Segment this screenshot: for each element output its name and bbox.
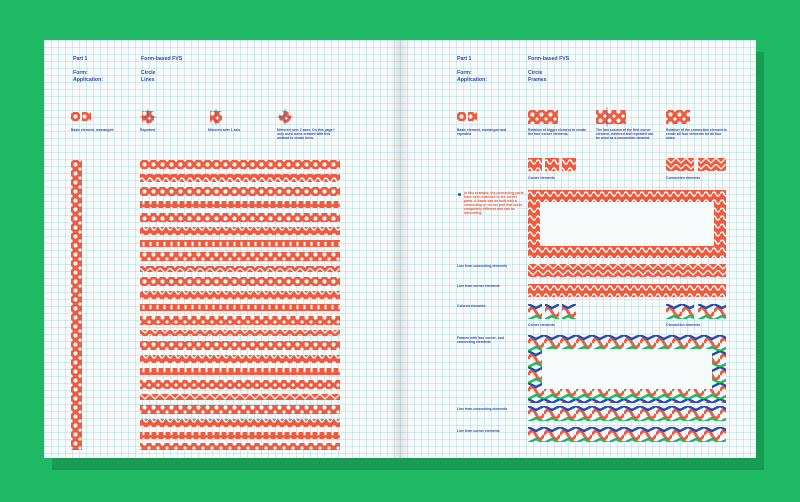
left-caption-3: Mirrored over 1 axis (208, 128, 241, 132)
multicolor-frame (528, 335, 726, 403)
left-caption-4: Mirrored over 2 axes. On this page I onl… (277, 128, 335, 140)
line-connecting-label: Line from connecting elements (457, 264, 508, 268)
colored-line-connecting (528, 406, 726, 421)
rotation-icon (528, 110, 558, 124)
right-caption-1: Basic element, rearranged and repeated (457, 128, 507, 136)
right-part: Part 1 (457, 56, 472, 62)
left-caption-2: Repeated (140, 128, 156, 132)
connection-rotation-icon (666, 110, 690, 124)
colored-corner-swatches (528, 304, 576, 319)
connection-elements-label-2: Connection elements (666, 323, 701, 327)
left-form-value: Circle (141, 70, 156, 76)
open-book: Part 1 Form-based FVS Form: Circle Appli… (44, 40, 756, 458)
colored-connection-swatches (666, 304, 726, 319)
mirrored-1-axis-icon (210, 109, 222, 125)
colored-elements-label: Colored elements (457, 304, 486, 308)
left-application-label: Application: (73, 77, 103, 83)
basic-element-icon (71, 112, 91, 121)
left-application-value: Lines (141, 77, 155, 83)
repeated-icon (140, 109, 156, 125)
last-column-icon (596, 107, 626, 127)
connection-elements-swatches (666, 158, 726, 171)
orange-frame (528, 190, 726, 258)
right-form-label: Form: (457, 70, 472, 76)
corner-elements-swatches (528, 158, 576, 171)
left-title: Form-based FVS (141, 56, 183, 62)
right-form-value: Circle (528, 70, 543, 76)
right-title: Form-based FVS (528, 56, 570, 62)
connection-elements-label: Connection elements (666, 176, 701, 180)
right-basic-element-icon (457, 112, 477, 121)
left-form-label: Form: (73, 70, 88, 76)
corner-elements-label: Corner elements (528, 176, 555, 180)
right-application-value: Frames (528, 77, 547, 83)
line-connecting-label-2: Line from connecting elements (457, 407, 508, 411)
line-corner-label: Line from corner elements (457, 284, 500, 288)
colored-line-corner (528, 427, 726, 442)
line-corner-label-2: Line from corner elements (457, 429, 500, 433)
right-caption-4: Rotation of the connection element to cr… (666, 128, 727, 140)
left-page: Part 1 Form-based FVS Form: Circle Appli… (44, 40, 400, 458)
note-text: In this example, the connecting parts ha… (464, 191, 524, 215)
line-corner-pattern (528, 284, 726, 297)
frames-label: Frames with four corner- and connecting … (457, 336, 504, 344)
corner-elements-label-2: Corner elements (528, 323, 555, 327)
mirrored-2-axes-icon (277, 109, 293, 125)
right-caption-2: Rotation of bigger element to create the… (528, 128, 587, 136)
vertical-element-column (71, 160, 82, 450)
line-patterns-grid (140, 160, 340, 450)
right-application-label: Application: (457, 77, 487, 83)
right-page: Part 1 Form-based FVS Form: Circle Appli… (400, 40, 756, 458)
note-bullet (458, 193, 461, 196)
line-connecting-pattern (528, 264, 726, 277)
right-caption-3: The last column of the first corner elem… (596, 128, 654, 140)
book-gutter (390, 40, 410, 458)
left-part: Part 1 (73, 56, 88, 62)
left-caption-1: Basic element, rearranged (71, 128, 114, 132)
